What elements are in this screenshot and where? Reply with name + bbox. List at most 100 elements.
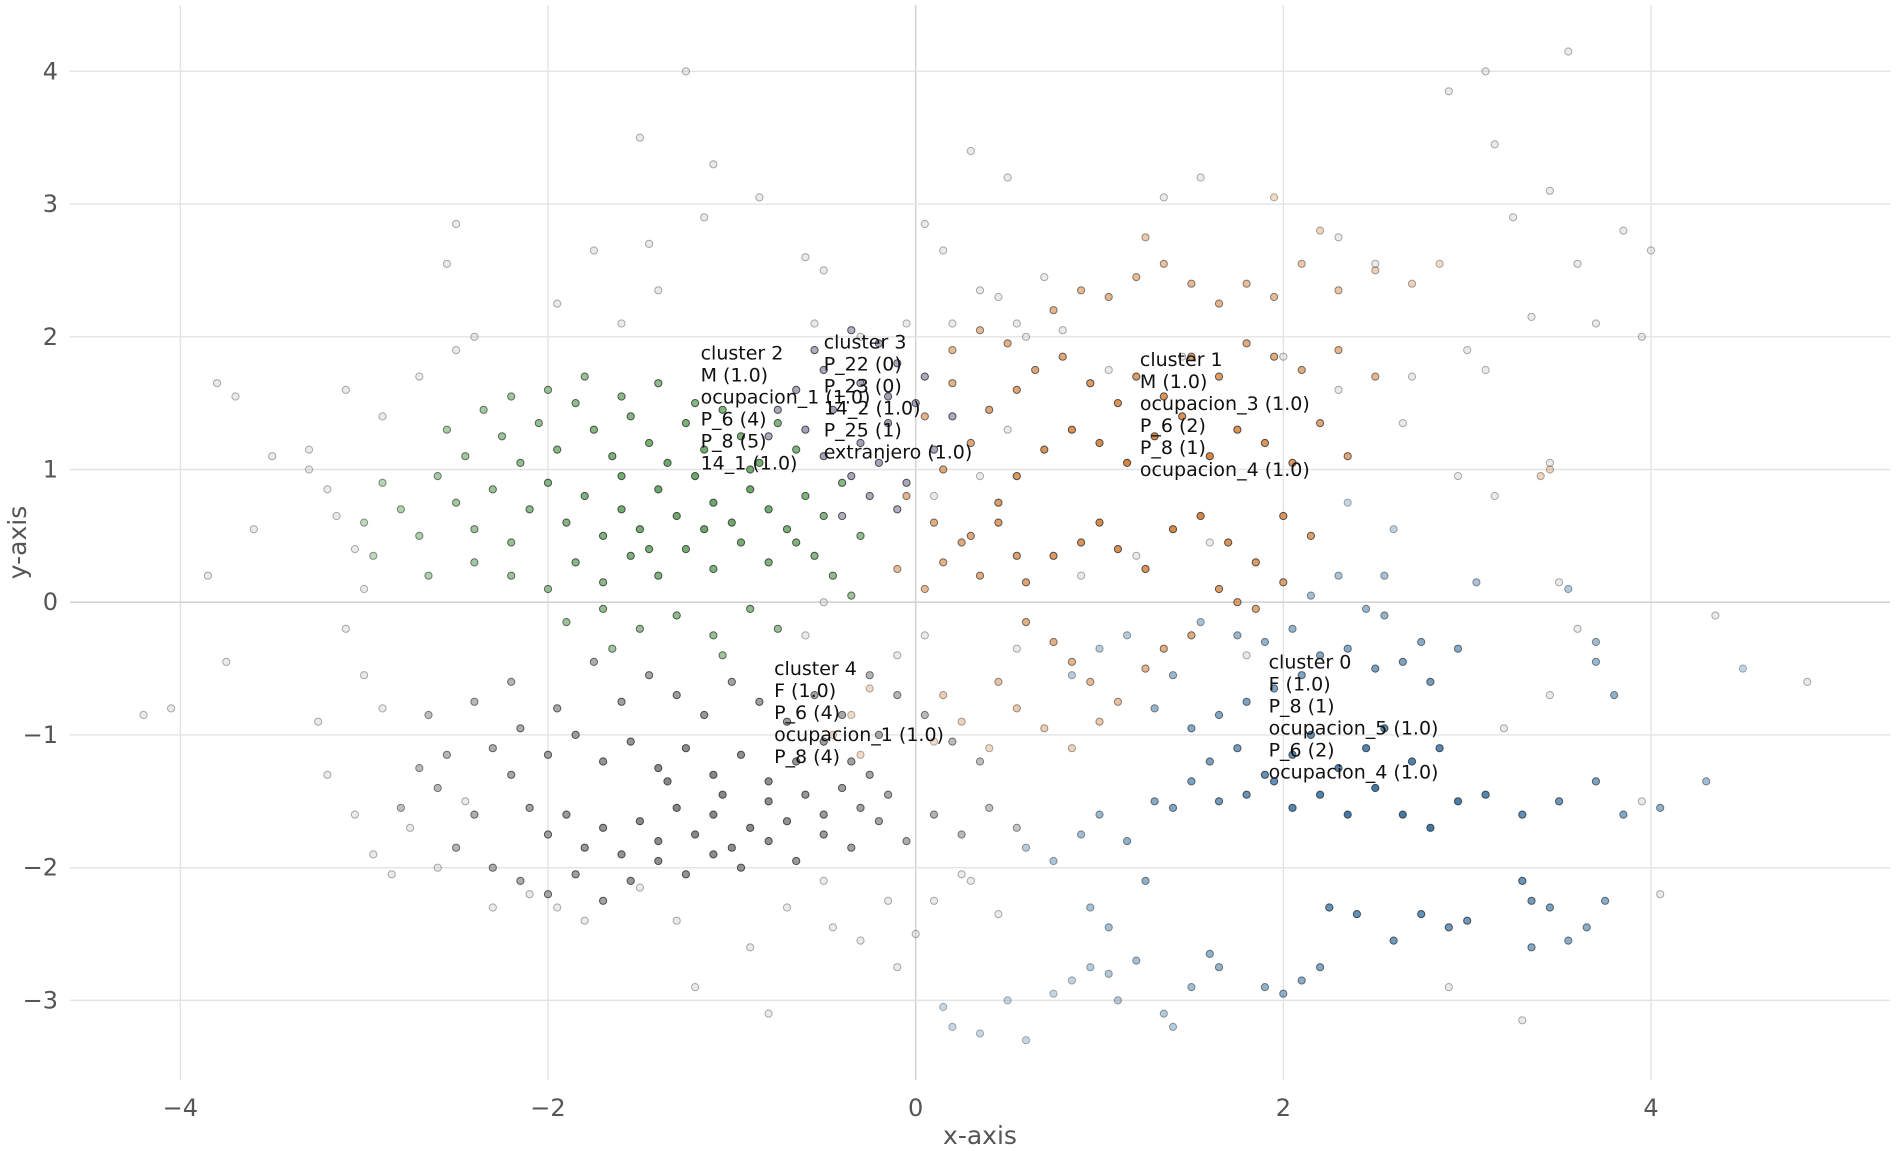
scatter-point	[249, 525, 258, 534]
scatter-point	[1067, 657, 1077, 667]
scatter-point	[654, 485, 663, 494]
scatter-point	[1003, 173, 1012, 182]
scatter-point	[1003, 339, 1012, 348]
x-tick-label: 2	[1276, 1094, 1291, 1122]
scatter-point	[1196, 511, 1205, 521]
scatter-point	[672, 691, 681, 700]
scatter-point	[1279, 352, 1288, 361]
scatter-point	[736, 863, 746, 872]
cluster-annotation-line: P_6 (2)	[1269, 740, 1335, 762]
scatter-point	[1518, 1016, 1527, 1025]
scatter-point	[1067, 425, 1077, 434]
cluster-annotation-line: P_8 (5)	[701, 430, 767, 452]
scatter-point	[635, 133, 645, 142]
scatter-point	[957, 830, 966, 839]
scatter-point	[1545, 186, 1555, 195]
scatter-point	[966, 146, 975, 156]
scatter-point	[948, 346, 957, 355]
scatter-point	[764, 1009, 773, 1018]
scatter-point	[1435, 259, 1444, 268]
scatter-point	[617, 850, 626, 859]
scatter-point	[893, 564, 902, 574]
scatter-point	[727, 843, 736, 852]
scatter-point	[1297, 259, 1306, 268]
scatter-point	[1214, 372, 1224, 381]
scatter-point	[691, 983, 700, 992]
scatter-point	[268, 452, 277, 461]
scatter-point	[709, 770, 718, 779]
scatter-point	[736, 538, 746, 547]
scatter-point	[497, 432, 507, 441]
scatter-point	[874, 817, 884, 826]
scatter-point	[681, 67, 691, 76]
scatter-point	[1150, 704, 1159, 713]
scatter-point	[442, 259, 451, 268]
scatter-point	[1444, 923, 1453, 932]
scatter-point	[1362, 744, 1371, 753]
scatter-point	[1224, 538, 1233, 547]
scatter-point	[424, 710, 433, 720]
y-tick-label: 1	[43, 456, 58, 484]
scatter-point	[1040, 445, 1049, 454]
scatter-point	[645, 545, 654, 554]
scatter-point	[617, 505, 626, 514]
x-tick-label: 0	[908, 1094, 923, 1122]
scatter-point	[663, 458, 672, 467]
scatter-point	[1545, 903, 1555, 912]
scatter-point	[599, 757, 608, 766]
scatter-point	[920, 412, 929, 421]
scatter-point	[884, 790, 893, 799]
scatter-point	[1270, 777, 1279, 786]
scatter-point	[1334, 346, 1343, 355]
scatter-point	[847, 843, 856, 852]
scatter-point	[1398, 810, 1407, 819]
scatter-point	[819, 737, 828, 746]
scatter-point	[1040, 273, 1049, 282]
scatter-point	[479, 405, 488, 414]
scatter-point	[1260, 983, 1270, 992]
scatter-point	[1371, 372, 1380, 381]
scatter-point	[1132, 551, 1141, 560]
scatter-point	[1058, 352, 1067, 361]
scatter-point	[911, 929, 920, 939]
scatter-point	[1306, 730, 1316, 740]
scatter-point	[1380, 611, 1389, 620]
scatter-point	[1297, 365, 1306, 375]
scatter-point	[1123, 458, 1132, 467]
scatter-point	[1444, 87, 1453, 96]
scatter-point	[1251, 604, 1260, 614]
scatter-point	[323, 770, 332, 779]
scatter-point	[1407, 279, 1417, 288]
scatter-point	[1205, 538, 1214, 547]
scatter-point	[700, 213, 709, 222]
scatter-point	[507, 571, 516, 580]
scatter-point	[1123, 837, 1132, 846]
scatter-point	[1187, 777, 1196, 786]
scatter-point	[1233, 598, 1242, 607]
scatter-point	[635, 817, 645, 826]
scatter-point	[1021, 618, 1031, 627]
scatter-point	[461, 452, 470, 461]
scatter-point	[847, 710, 856, 720]
scatter-point	[663, 777, 672, 786]
scatter-point	[1380, 571, 1389, 580]
scatter-point	[1141, 233, 1150, 242]
scatter-point	[562, 810, 571, 819]
scatter-point	[1334, 286, 1343, 295]
scatter-point	[1003, 996, 1012, 1005]
scatter-point	[801, 790, 810, 799]
scatter-point	[304, 465, 314, 474]
scatter-point	[1573, 259, 1582, 268]
scatter-point	[975, 286, 985, 295]
scatter-point	[985, 405, 994, 414]
scatter-point	[1214, 299, 1224, 308]
scatter-point	[452, 346, 461, 355]
scatter-point	[1288, 750, 1297, 759]
x-axis-label: x-axis	[943, 1121, 1017, 1150]
scatter-point	[599, 604, 608, 614]
scatter-point	[1334, 385, 1343, 394]
scatter-point	[1159, 392, 1168, 401]
scatter-point	[1343, 452, 1352, 461]
scatter-point	[387, 870, 396, 879]
